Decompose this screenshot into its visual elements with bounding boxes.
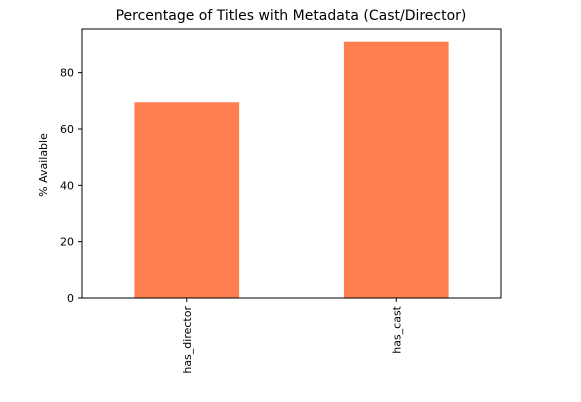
y-tick-label: 20: [60, 236, 74, 249]
y-tick-label: 80: [60, 67, 74, 80]
y-tick-label: 0: [67, 292, 74, 305]
plot-frame: [81, 28, 502, 299]
y-tick-label: 60: [60, 123, 74, 136]
bar-has-cast: [343, 41, 449, 299]
y-axis-label: % Available: [37, 133, 50, 197]
chart-title: Percentage of Titles with Metadata (Cast…: [116, 8, 467, 24]
y-tick-label: 40: [60, 179, 74, 192]
plot-area: has_director has_cast 0 20 40 60 80: [60, 28, 502, 374]
x-tick-label: has_director: [181, 306, 194, 374]
x-tick-label: has_cast: [390, 305, 403, 353]
bar-has-director: [134, 102, 240, 299]
